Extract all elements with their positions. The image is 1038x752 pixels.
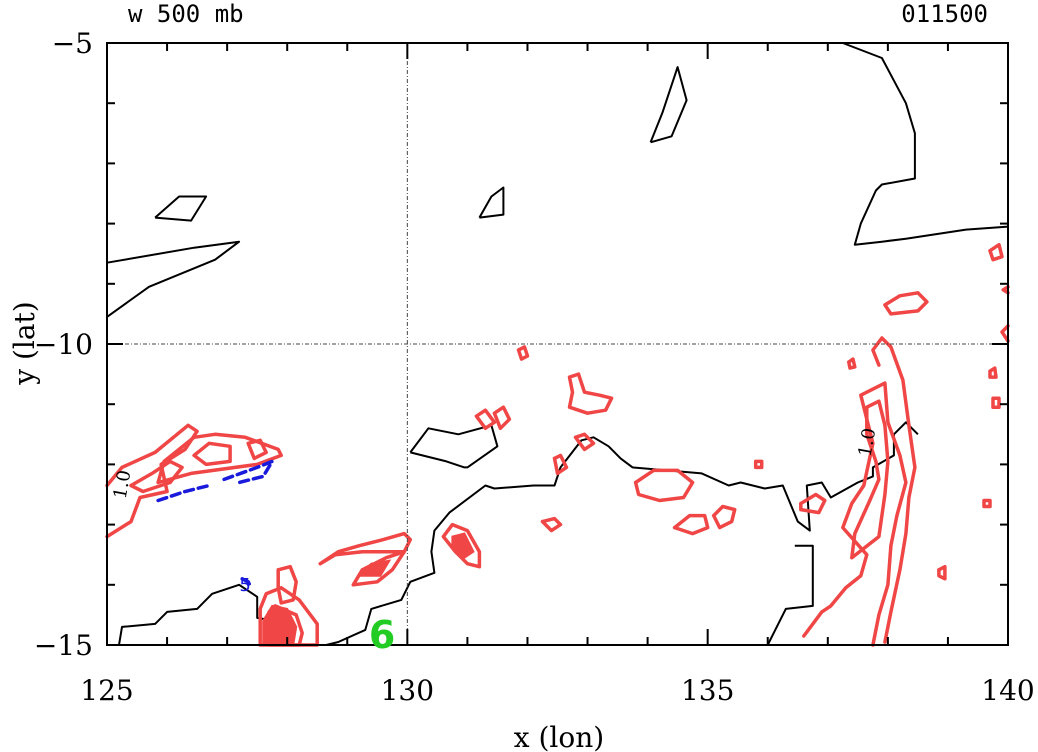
red-contour-20 bbox=[711, 504, 737, 530]
red-contours bbox=[105, 242, 1010, 647]
land-contour-8 bbox=[766, 544, 814, 646]
land-contour-3 bbox=[649, 66, 688, 144]
red-contour-28 bbox=[1000, 324, 1010, 343]
red-contour-11 bbox=[474, 408, 497, 431]
y-axis-label: y (lat) bbox=[8, 301, 41, 385]
red-contour-32 bbox=[847, 357, 857, 370]
x-tick-label: 125 bbox=[80, 674, 133, 707]
red-contour-8 bbox=[318, 531, 413, 566]
red-contour-19 bbox=[672, 513, 710, 536]
red-contour-1 bbox=[129, 459, 184, 494]
axis-ticks bbox=[106, 42, 1009, 646]
blue-contour-0 bbox=[156, 483, 211, 503]
x-axis-label: x (lon) bbox=[514, 721, 604, 752]
blue-contour-2 bbox=[240, 577, 253, 590]
red-contour-29 bbox=[1001, 285, 1010, 295]
red-contour-9 bbox=[351, 549, 407, 587]
y-tick-label: −15 bbox=[34, 629, 93, 662]
red-contour-0 bbox=[105, 423, 199, 539]
y-tick-label: −10 bbox=[34, 328, 93, 361]
red-filled-core-1 bbox=[451, 532, 475, 559]
red-contour-23 bbox=[850, 399, 890, 560]
storm-marker: 6 bbox=[369, 613, 395, 657]
blue-contour-1 bbox=[222, 457, 277, 485]
red-contour-17 bbox=[573, 432, 596, 452]
title-left: w 500 mb bbox=[128, 0, 244, 28]
red-filled-core-2 bbox=[356, 559, 392, 577]
red-contour-31 bbox=[991, 396, 1001, 409]
contour-label-0: 1.0 bbox=[110, 469, 136, 501]
title-right: 011500 bbox=[901, 0, 988, 28]
land-contours bbox=[106, 42, 1009, 646]
red-contour-27 bbox=[988, 242, 1004, 262]
tick-labels: 125 130 135 140 −5 −10 −15 bbox=[34, 27, 1035, 707]
red-contour-21 bbox=[799, 492, 827, 515]
red-contour-16 bbox=[567, 372, 614, 415]
y-tick-label: −5 bbox=[52, 27, 93, 60]
blue-contour-label: 5 bbox=[239, 575, 250, 596]
red-contour-3 bbox=[192, 441, 232, 467]
red-contour-26 bbox=[937, 564, 947, 581]
x-tick-label: 140 bbox=[981, 674, 1034, 707]
blue-contours bbox=[156, 457, 277, 590]
red-contour-10 bbox=[441, 522, 482, 569]
land-contour-7 bbox=[325, 421, 919, 646]
red-contour-13 bbox=[516, 345, 530, 361]
reference-lines bbox=[107, 43, 1008, 645]
land-contour-1 bbox=[154, 195, 208, 222]
land-contour-4 bbox=[842, 42, 1009, 246]
red-contour-4 bbox=[246, 438, 268, 461]
red-contour-7 bbox=[276, 564, 298, 605]
red-contour-25 bbox=[883, 291, 929, 316]
contour-label-1: 1.0 bbox=[855, 426, 881, 458]
x-tick-label: 135 bbox=[681, 674, 734, 707]
red-contour-33 bbox=[982, 498, 992, 509]
red-contour-34 bbox=[753, 459, 764, 470]
red-contour-15 bbox=[552, 453, 569, 476]
x-tick-label: 130 bbox=[381, 674, 434, 707]
land-contour-5 bbox=[409, 424, 499, 469]
land-contour-0 bbox=[106, 240, 241, 318]
red-contour-12 bbox=[492, 405, 512, 431]
red-contour-30 bbox=[988, 366, 998, 379]
annotations: 1.0 1.0 5 6 bbox=[110, 426, 880, 657]
red-contour-18 bbox=[633, 468, 695, 503]
land-contour-2 bbox=[478, 186, 505, 219]
red-contour-14 bbox=[540, 516, 563, 533]
red-contour-24 bbox=[871, 336, 917, 644]
